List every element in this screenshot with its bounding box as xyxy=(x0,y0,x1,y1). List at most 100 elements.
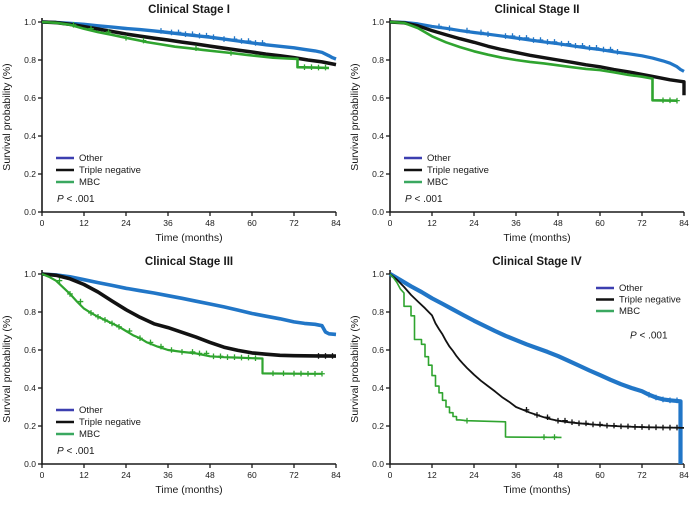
censor-mark-other xyxy=(189,31,196,37)
censor-mark-other xyxy=(572,42,579,49)
y-tick-label: 0.2 xyxy=(372,421,384,431)
censor-mark-other xyxy=(607,46,614,53)
series-line-mbc xyxy=(389,20,678,102)
censor-mark-triple-negative xyxy=(653,424,659,431)
censor-mark-mbc xyxy=(298,370,304,377)
censor-mark-triple-negative xyxy=(583,420,589,427)
x-tick-label: 84 xyxy=(331,218,341,228)
censor-mark-triple-negative xyxy=(329,353,336,359)
chart-title: Clinical Stage I xyxy=(148,4,230,16)
x-tick-label: 72 xyxy=(637,218,647,228)
censor-mark-other xyxy=(158,28,164,34)
series-line-mbc xyxy=(41,272,322,375)
censor-mark-other xyxy=(252,40,259,46)
censor-mark-other xyxy=(530,37,537,43)
censor-mark-mbc xyxy=(217,353,224,360)
legend-label-mbc: MBC xyxy=(619,306,640,317)
x-tick-label: 0 xyxy=(388,470,393,480)
censor-mark-mbc xyxy=(308,64,315,71)
x-tick-label: 72 xyxy=(289,470,299,480)
censor-mark-mbc xyxy=(210,353,217,360)
x-tick-label: 60 xyxy=(595,218,605,228)
censor-mark-mbc xyxy=(551,434,558,440)
censor-mark-other xyxy=(586,45,593,51)
x-tick-label: 24 xyxy=(469,218,479,228)
p-value-label: P < .001 xyxy=(57,446,95,457)
censor-mark-other xyxy=(544,39,551,45)
censor-mark-other xyxy=(196,32,203,39)
legend-label-other: Other xyxy=(79,405,103,416)
x-tick-label: 24 xyxy=(121,470,131,480)
censor-mark-other xyxy=(446,25,453,32)
censor-mark-other xyxy=(464,27,470,34)
censor-mark-other xyxy=(478,29,484,36)
y-tick-label: 0.4 xyxy=(24,131,36,141)
censor-mark-other xyxy=(175,29,182,36)
censor-mark-other xyxy=(259,40,266,46)
censor-mark-mbc xyxy=(667,97,673,104)
y-tick-label: 0.0 xyxy=(24,207,36,217)
legend-label-other: Other xyxy=(619,283,643,294)
censor-mark-mbc xyxy=(56,277,63,284)
censor-mark-mbc xyxy=(102,317,108,323)
censor-mark-mbc xyxy=(280,370,287,377)
y-tick-label: 0.8 xyxy=(372,55,384,65)
y-tick-label: 0.6 xyxy=(372,93,384,103)
censor-mark-triple-negative xyxy=(569,419,575,425)
censor-mark-triple-negative xyxy=(315,353,322,359)
censor-mark-mbc xyxy=(541,434,547,440)
censor-mark-mbc xyxy=(147,339,154,346)
y-tick-label: 0.8 xyxy=(372,307,384,317)
censor-mark-mbc xyxy=(179,349,185,355)
y-axis-label: Survival probability (%) xyxy=(1,63,13,170)
y-tick-label: 1.0 xyxy=(372,17,384,27)
censor-mark-mbc xyxy=(126,328,133,334)
censor-mark-other xyxy=(565,40,572,47)
legend-label-triple-negative: Triple negative xyxy=(619,295,681,306)
series-line-triple-negative xyxy=(389,20,686,96)
legend-label-mbc: MBC xyxy=(79,429,100,440)
y-axis-label: Survival probability (%) xyxy=(349,63,361,170)
x-tick-label: 60 xyxy=(247,470,257,480)
censor-mark-other xyxy=(221,36,227,42)
censor-mark-mbc xyxy=(319,370,325,377)
censor-mark-mbc xyxy=(238,354,245,361)
y-tick-label: 0.4 xyxy=(372,131,384,141)
censor-mark-other xyxy=(614,49,621,55)
censor-mark-triple-negative xyxy=(597,421,603,428)
x-tick-label: 84 xyxy=(331,470,341,480)
km-chart-stage-iv: Clinical Stage IV 0.0 0.2 0.4 0.6 0.8 1.0 0 12 24… xyxy=(349,256,689,496)
censor-mark-mbc xyxy=(88,310,94,316)
censor-mark-mbc xyxy=(193,45,199,52)
censor-mark-mbc xyxy=(70,22,77,28)
censor-mark-other xyxy=(653,394,659,401)
censor-mark-mbc xyxy=(140,37,147,44)
x-axis-label: Time (months) xyxy=(155,484,222,496)
censor-mark-triple-negative xyxy=(660,424,666,431)
x-tick-label: 36 xyxy=(511,470,521,480)
y-tick-label: 0.4 xyxy=(372,383,384,393)
x-tick-label: 36 xyxy=(163,218,173,228)
y-tick-label: 0.2 xyxy=(372,169,384,179)
censor-mark-other xyxy=(579,42,586,49)
censor-mark-other xyxy=(168,29,175,36)
censor-mark-other xyxy=(509,33,516,39)
legend-label-other: Other xyxy=(427,153,451,164)
series-line-other xyxy=(41,20,337,61)
series-line-other xyxy=(41,272,337,337)
chart-title: Clinical Stage II xyxy=(495,4,580,16)
censor-mark-other xyxy=(558,40,565,47)
censor-mark-other xyxy=(485,31,491,37)
censor-mark-mbc xyxy=(224,354,231,361)
x-tick-label: 72 xyxy=(637,470,647,480)
chart-title: Clinical Stage IV xyxy=(492,256,582,268)
chart-title: Clinical Stage III xyxy=(145,256,233,268)
series-line-mbc xyxy=(41,20,330,70)
censor-mark-mbc xyxy=(674,97,680,104)
x-tick-label: 24 xyxy=(121,218,131,228)
legend-label-mbc: MBC xyxy=(427,177,448,188)
censor-mark-triple-negative xyxy=(555,417,561,424)
